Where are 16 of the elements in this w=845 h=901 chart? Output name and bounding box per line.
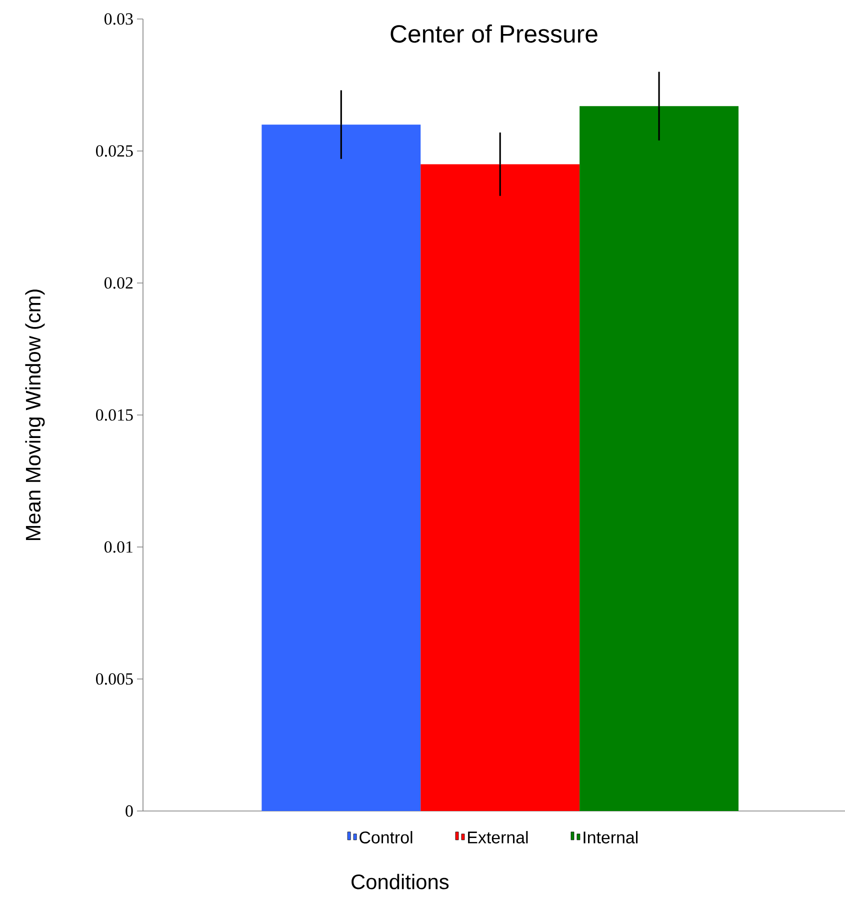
bar [262,124,421,811]
legend-label: Internal [584,831,638,844]
legend-label: External [468,831,528,844]
y-tick-label: 0 [126,805,133,817]
y-tick-label: 0.005 [96,673,133,685]
y-axis-title: Mean Moving Window (cm) [25,290,45,540]
y-tick-label: 0.025 [96,145,133,157]
legend-label: Control [360,831,412,844]
y-tick-label: 0.02 [104,277,133,289]
y-tick-label: 0.03 [104,13,133,25]
x-axis-title: Conditions [352,874,449,890]
y-tick-label: 0.01 [104,541,132,553]
bar [420,164,580,811]
y-tick-label: 0.015 [96,409,133,421]
bar [580,106,739,811]
chart-title: Center of Pressure [390,24,598,43]
